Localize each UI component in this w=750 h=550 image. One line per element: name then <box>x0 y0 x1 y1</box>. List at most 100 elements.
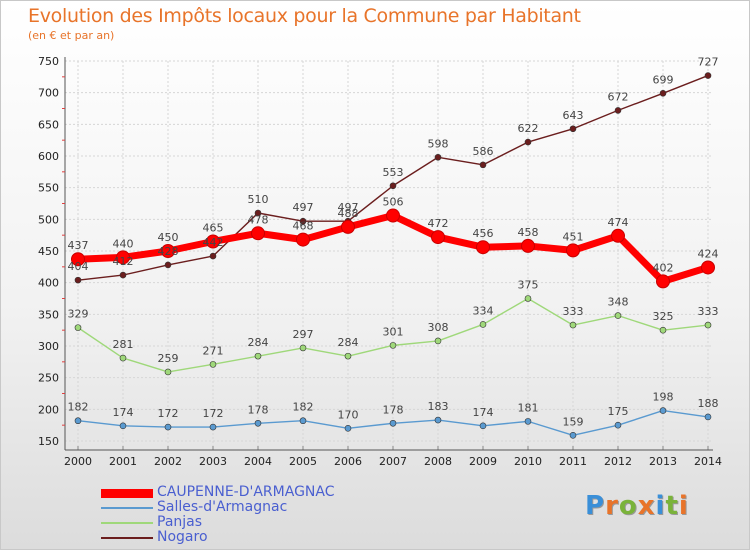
data-point-salles-d-armagnac <box>569 431 577 439</box>
data-point-panjas <box>164 368 172 376</box>
data-label-panjas: 325 <box>653 310 674 323</box>
data-label-salles-d-armagnac: 178 <box>383 403 404 416</box>
data-label-nogaro: 510 <box>248 193 269 206</box>
y-tick-label: 500 <box>38 213 59 226</box>
data-label-panjas: 334 <box>473 304 494 317</box>
data-point-caupenne-d-armagnac <box>296 232 310 247</box>
data-point-nogaro <box>614 107 622 114</box>
data-point-caupenne-d-armagnac <box>566 243 580 258</box>
data-label-caupenne-d-armagnac: 440 <box>113 237 134 250</box>
y-tick-label: 700 <box>38 87 59 100</box>
x-tick-label: 2005 <box>289 455 317 468</box>
data-point-panjas <box>569 321 577 329</box>
data-label-panjas: 308 <box>428 321 449 334</box>
data-point-nogaro <box>524 138 532 146</box>
data-point-panjas <box>524 295 532 302</box>
data-point-caupenne-d-armagnac <box>251 226 265 241</box>
data-label-salles-d-armagnac: 172 <box>203 407 224 420</box>
data-point-panjas <box>479 321 487 328</box>
data-label-caupenne-d-armagnac: 468 <box>293 220 314 233</box>
data-point-caupenne-d-armagnac <box>656 274 670 289</box>
x-tick-label: 2010 <box>514 455 542 468</box>
data-label-nogaro: 586 <box>473 145 494 158</box>
data-label-panjas: 333 <box>563 305 584 318</box>
data-point-nogaro <box>704 72 712 79</box>
data-label-nogaro: 643 <box>563 109 584 122</box>
x-tick-label: 2000 <box>64 455 92 468</box>
data-point-panjas <box>434 337 442 345</box>
data-point-caupenne-d-armagnac <box>611 228 625 243</box>
data-point-salles-d-armagnac <box>389 419 397 427</box>
data-point-panjas <box>254 352 262 360</box>
data-point-nogaro <box>434 153 442 161</box>
data-label-panjas: 281 <box>113 338 134 351</box>
x-tick-label: 2001 <box>109 455 137 468</box>
data-label-nogaro: 699 <box>653 73 674 86</box>
data-label-caupenne-d-armagnac: 506 <box>383 196 404 209</box>
proxiti-logo: Proxiti <box>585 491 689 521</box>
data-label-panjas: 301 <box>383 325 404 338</box>
y-tick-label: 450 <box>38 245 59 258</box>
x-tick-label: 2014 <box>694 455 722 468</box>
y-tick-label: 350 <box>38 308 59 321</box>
data-point-salles-d-armagnac <box>479 422 487 430</box>
data-point-caupenne-d-armagnac <box>386 208 400 223</box>
y-tick-label: 750 <box>38 55 59 68</box>
data-label-panjas: 329 <box>68 308 89 321</box>
data-label-nogaro: 727 <box>698 56 719 69</box>
data-point-nogaro <box>479 161 487 169</box>
data-label-salles-d-armagnac: 188 <box>698 397 719 410</box>
data-point-nogaro <box>389 182 397 190</box>
data-point-salles-d-armagnac <box>164 423 172 431</box>
data-label-caupenne-d-armagnac: 451 <box>563 230 584 243</box>
data-point-nogaro <box>74 276 82 284</box>
y-tick-label: 650 <box>38 118 59 131</box>
grid-layer <box>65 60 713 446</box>
data-point-caupenne-d-armagnac <box>116 250 130 265</box>
y-tick-label: 400 <box>38 277 59 290</box>
data-label-panjas: 271 <box>203 344 224 357</box>
label-layer: 404 412 428 442 510 497 497 553 598 586 622 643 672 6… <box>68 56 719 429</box>
data-point-nogaro <box>659 90 667 97</box>
x-tick-label: 2012 <box>604 455 632 468</box>
data-label-caupenne-d-armagnac: 488 <box>338 207 359 220</box>
x-tick-label: 2002 <box>154 455 182 468</box>
data-point-panjas <box>299 344 307 352</box>
data-point-nogaro <box>209 252 217 260</box>
data-point-salles-d-armagnac <box>299 417 307 425</box>
data-label-salles-d-armagnac: 181 <box>518 401 539 414</box>
data-point-caupenne-d-armagnac <box>701 260 715 275</box>
data-point-caupenne-d-armagnac <box>431 230 445 245</box>
data-label-caupenne-d-armagnac: 458 <box>518 226 539 239</box>
data-label-nogaro: 428 <box>158 245 179 258</box>
data-point-salles-d-armagnac <box>209 423 217 431</box>
data-label-nogaro: 497 <box>293 201 314 214</box>
legend-swatch <box>101 507 153 509</box>
data-point-salles-d-armagnac <box>659 407 667 414</box>
legend-label: Nogaro <box>157 529 208 545</box>
data-label-caupenne-d-armagnac: 437 <box>68 239 89 252</box>
data-point-caupenne-d-armagnac <box>71 252 85 267</box>
data-label-caupenne-d-armagnac: 450 <box>158 231 179 244</box>
data-label-salles-d-armagnac: 170 <box>338 408 359 421</box>
data-label-salles-d-armagnac: 174 <box>473 406 494 419</box>
y-tick-label: 300 <box>38 340 59 353</box>
data-label-caupenne-d-armagnac: 424 <box>698 247 719 260</box>
x-tick-label: 2009 <box>469 455 497 468</box>
data-point-caupenne-d-armagnac <box>476 240 490 255</box>
x-tick-label: 2006 <box>334 455 362 468</box>
data-label-nogaro: 442 <box>203 236 224 249</box>
data-point-caupenne-d-armagnac <box>206 234 220 249</box>
data-point-caupenne-d-armagnac <box>341 219 355 234</box>
data-label-salles-d-armagnac: 182 <box>68 401 89 414</box>
data-label-caupenne-d-armagnac: 478 <box>248 213 269 226</box>
y-tick-label: 250 <box>38 372 59 385</box>
x-tick-label: 2004 <box>244 455 272 468</box>
legend-swatch <box>101 537 153 539</box>
data-point-caupenne-d-armagnac <box>161 244 175 258</box>
data-point-panjas <box>389 342 397 349</box>
data-label-panjas: 284 <box>248 336 269 349</box>
data-label-panjas: 284 <box>338 336 359 349</box>
